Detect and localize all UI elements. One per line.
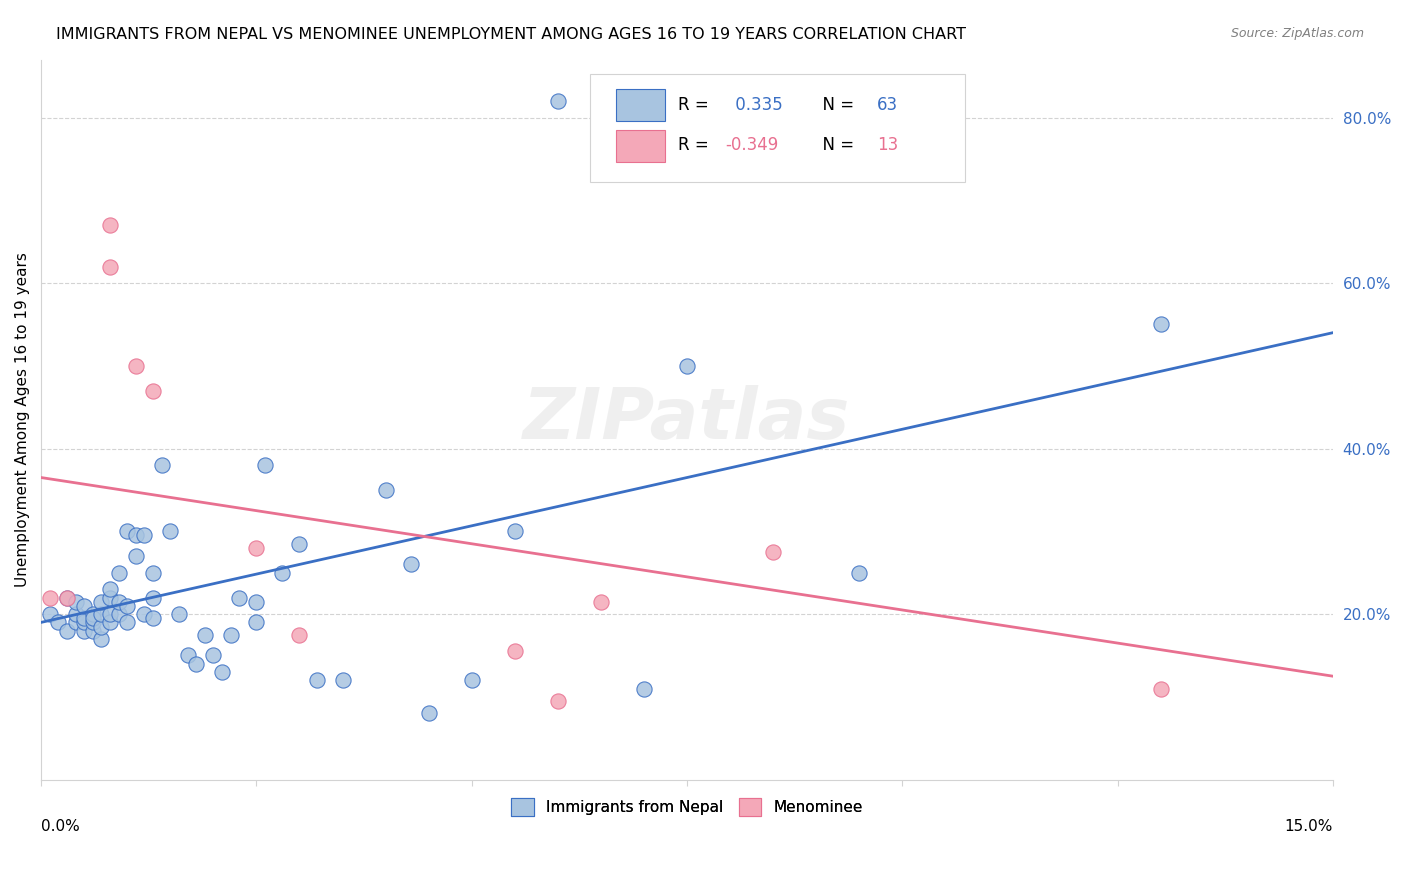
Point [73, 611, 96, 625]
Point [134, 528, 156, 542]
Text: 0.335: 0.335 [730, 96, 782, 114]
Point [762, 545, 785, 559]
Point [90, 619, 112, 633]
Point [589, 595, 612, 609]
Point [98, 582, 121, 597]
Point [547, 94, 569, 108]
Point [1149, 681, 1171, 696]
Point [633, 681, 655, 696]
Point [142, 566, 165, 580]
Point [202, 648, 225, 663]
Point [253, 458, 276, 472]
Text: R =: R = [678, 96, 714, 114]
Text: Source: ZipAtlas.com: Source: ZipAtlas.com [1230, 27, 1364, 40]
Point [65, 615, 87, 630]
Point [219, 628, 242, 642]
Text: N =: N = [813, 96, 859, 114]
Point [56, 591, 79, 605]
FancyBboxPatch shape [591, 74, 965, 182]
Text: 15.0%: 15.0% [1285, 819, 1333, 834]
Point [98, 591, 121, 605]
Point [245, 541, 267, 555]
Point [38, 607, 60, 621]
Text: 0.0%: 0.0% [41, 819, 80, 834]
Text: N =: N = [813, 136, 859, 153]
Point [38, 591, 60, 605]
Point [211, 665, 233, 679]
Legend: Immigrants from Nepal, Menominee: Immigrants from Nepal, Menominee [505, 791, 869, 822]
Point [676, 359, 699, 373]
Point [503, 524, 526, 539]
FancyBboxPatch shape [616, 89, 665, 120]
Point [194, 628, 217, 642]
Point [503, 644, 526, 658]
Point [82, 611, 104, 625]
Text: R =: R = [678, 136, 714, 153]
Point [115, 615, 138, 630]
Point [65, 595, 87, 609]
Y-axis label: Unemployment Among Ages 16 to 19 years: Unemployment Among Ages 16 to 19 years [15, 252, 30, 587]
Point [73, 624, 96, 638]
Point [125, 549, 148, 564]
Point [547, 694, 569, 708]
Point [98, 260, 121, 274]
Point [56, 591, 79, 605]
Point [98, 607, 121, 621]
Point [288, 628, 311, 642]
Text: IMMIGRANTS FROM NEPAL VS MENOMINEE UNEMPLOYMENT AMONG AGES 16 TO 19 YEARS CORREL: IMMIGRANTS FROM NEPAL VS MENOMINEE UNEMP… [56, 27, 966, 42]
Point [115, 524, 138, 539]
Point [98, 218, 121, 232]
Point [1149, 318, 1171, 332]
Point [56, 624, 79, 638]
Point [107, 595, 129, 609]
Point [167, 607, 190, 621]
Point [90, 607, 112, 621]
Point [848, 566, 870, 580]
Point [245, 595, 267, 609]
Point [82, 624, 104, 638]
Point [228, 591, 250, 605]
Point [134, 607, 156, 621]
Point [460, 673, 482, 688]
Point [90, 632, 112, 646]
Point [271, 566, 294, 580]
Point [98, 615, 121, 630]
Point [374, 483, 396, 497]
Point [305, 673, 328, 688]
Point [73, 599, 96, 613]
Text: ZIPatlas: ZIPatlas [523, 385, 851, 454]
Point [107, 566, 129, 580]
Point [125, 528, 148, 542]
Point [142, 591, 165, 605]
Point [125, 359, 148, 373]
Point [107, 607, 129, 621]
Point [184, 657, 207, 671]
Point [150, 458, 173, 472]
Point [115, 599, 138, 613]
Point [65, 607, 87, 621]
Point [245, 615, 267, 630]
Point [176, 648, 198, 663]
Point [82, 615, 104, 630]
Point [142, 611, 165, 625]
Point [142, 384, 165, 398]
Point [288, 537, 311, 551]
Text: 13: 13 [877, 136, 898, 153]
Point [82, 607, 104, 621]
Point [159, 524, 181, 539]
Text: -0.349: -0.349 [725, 136, 779, 153]
Point [401, 558, 423, 572]
FancyBboxPatch shape [616, 130, 665, 161]
Point [90, 595, 112, 609]
Point [332, 673, 354, 688]
Point [73, 615, 96, 630]
Point [418, 706, 440, 721]
Text: 63: 63 [877, 96, 898, 114]
Point [46, 615, 69, 630]
